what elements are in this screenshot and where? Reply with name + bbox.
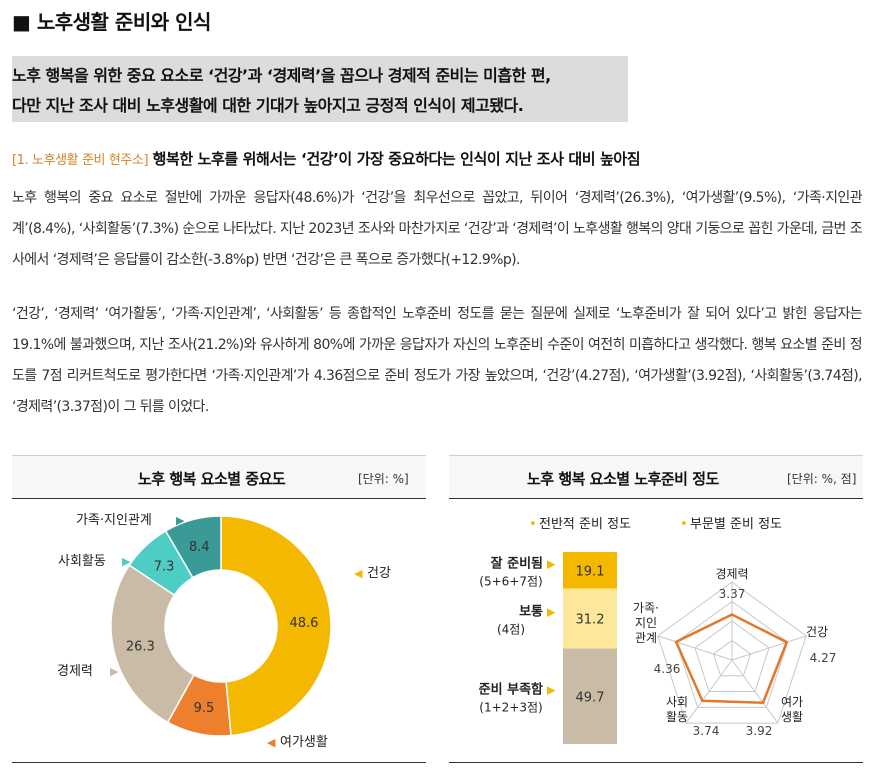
bar-value-label: 31.2 [576,613,605,628]
sub-heading-text: 행복한 노후를 위해서는 ‘건강’이 가장 중요하다는 인식이 지난 조사 대비… [152,150,641,168]
donut-value-label: 48.6 [289,616,318,631]
radar-value-label: 3.37 [719,587,746,601]
bar-category-label: 보통 [519,605,543,620]
radar-legend-label: 부문별 준비 정도 [690,517,782,532]
pie-chart-title: 노후 행복 요소별 중요도 [138,470,286,488]
bar-sub-label: (5+6+7점) [479,574,542,588]
donut-value-label: 8.4 [189,540,210,555]
radar-category-label: 건강 [806,625,828,639]
radar-category-label: 관계 [635,631,657,645]
radar-axis [731,635,807,661]
donut-arrow-icon: ▶ [110,665,119,678]
legend-bullet-icon: • [529,517,537,532]
paragraph-1: 노후 행복의 중요 요소로 절반에 가까운 응답자(48.6%)가 ‘건강’을 … [12,190,863,268]
donut-value-label: 7.3 [154,560,175,575]
donut-category-label: 사회활동 [58,554,106,569]
radar-category-label: 가족· [633,601,659,615]
radar-grid-ring [657,581,807,724]
bar-category-label: 준비 부족함 [479,681,543,697]
pie-chart-unit: [단위: %] [358,472,409,486]
bar-value-label: 49.7 [576,690,605,705]
readiness-chart-title: 노후 행복 요소별 노후준비 정도 [527,470,719,488]
pie-chart-header: 노후 행복 요소별 중요도 [단위: %] [12,455,426,499]
donut-slice [110,564,195,724]
donut-arrow-icon: ◀ [267,736,276,749]
bar-legend-label: 전반적 준비 정도 [539,517,631,532]
sub-heading: [1. 노후생활 준비 현주소] 행복한 노후를 위해서는 ‘건강’이 가장 중… [12,148,641,169]
bar-arrow-icon: ▶ [547,606,556,619]
donut-value-label: 26.3 [126,640,155,655]
bar-arrow-icon: ▶ [547,557,556,570]
donut-arrow-icon: ▶ [176,514,185,527]
radar-axis [657,635,733,661]
radar-grid-ring [712,639,752,677]
radar-value-label: 4.27 [810,651,837,665]
radar-axis [731,659,779,724]
radar-grid-ring [694,620,770,693]
donut-chart: 48.6 ◀ 건강 9.5 ◀ 여가생활 26.3 ▶ 경제력 7.3 ▶ 사회활동 8.4 ▶ 가족·지인… [57,513,391,750]
readiness-chart-bottom-rule [449,762,863,763]
sub-heading-tag: [1. 노후생활 준비 현주소] [12,153,149,168]
summary-line-2: 다만 지난 조사 대비 노후생활에 대한 기대가 높아지고 긍정적 인식이 제고… [12,96,524,115]
radar-grid-ring [675,600,789,708]
radar-value-label: 4.36 [654,662,681,676]
radar-value-label: 3.92 [746,724,773,738]
radar-category-label: 활동 [666,710,688,724]
bar-value-label: 19.1 [576,564,605,579]
donut-value-label: 9.5 [194,701,215,716]
bar-segment [563,552,617,589]
donut-arrow-icon: ◀ [354,567,363,580]
donut-category-label: 경제력 [57,664,93,679]
bar-category-label: 잘 준비됨 [491,556,543,571]
bar-segment [563,648,617,744]
readiness-chart-unit: [단위: %, 점] [787,472,857,486]
radar-category-label: 경제력 [715,567,748,581]
bar-sub-label: (1+2+3점) [479,700,542,714]
radar-value-label: 3.74 [693,724,720,738]
donut-arrow-icon: ▶ [122,555,131,568]
summary-box [12,56,628,122]
paragraph-2: ‘건강’, ‘경제력’ ‘여가활동’, ‘가족·지인관계’, ‘사회활동’ 등 … [12,306,863,415]
bar-segment [563,588,617,649]
donut-slice [164,515,222,579]
donut-category-label: 여가생활 [280,735,328,750]
radar-category-label: 생활 [781,710,803,724]
radar-category-label: 사회 [666,695,688,709]
radar-category-label: 여가 [781,695,803,709]
legend-bullet-icon: • [680,517,688,532]
bar-arrow-icon: ▶ [547,683,556,696]
radar-category-label: 지인 [635,616,657,630]
section-title: ■ 노후생활 준비와 인식 [12,10,211,34]
bar-sub-label: (4점) [497,623,525,637]
radar-axis [685,659,733,724]
donut-category-label: 건강 [367,566,391,581]
pie-chart-bottom-rule [12,762,426,763]
donut-category-label: 가족·지인관계 [76,513,152,528]
summary-line-1: 노후 행복을 위한 중요 요소로 ‘건강’과 ‘경제력’을 꼽으나 경제적 준비… [12,66,551,85]
readiness-chart-header: 노후 행복 요소별 노후준비 정도 [단위: %, 점] [449,455,863,499]
radar-series-line [674,613,789,705]
donut-slice [220,515,332,737]
